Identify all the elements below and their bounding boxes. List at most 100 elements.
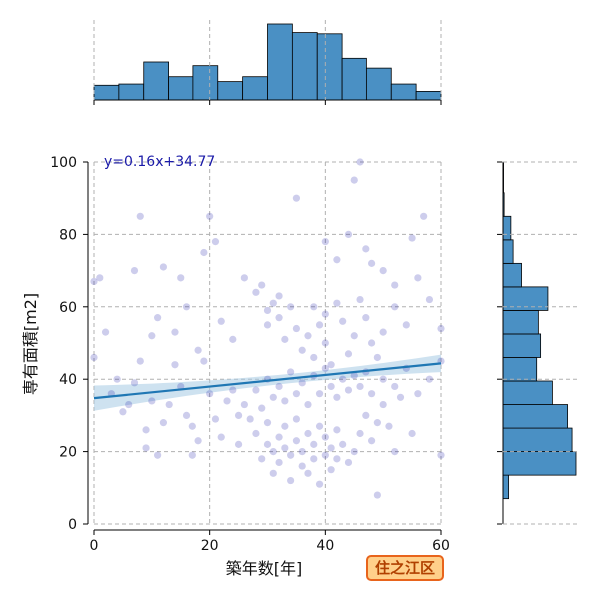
x-tick-label: 60 bbox=[432, 538, 450, 554]
data-point bbox=[298, 462, 306, 470]
data-point bbox=[327, 382, 335, 391]
data-point bbox=[130, 379, 139, 387]
data-point bbox=[437, 324, 445, 333]
data-point bbox=[344, 230, 353, 238]
data-point bbox=[368, 259, 376, 267]
data-point bbox=[333, 426, 341, 434]
y-hist-bar bbox=[502, 333, 542, 358]
data-point bbox=[275, 458, 283, 467]
data-point bbox=[142, 444, 150, 452]
data-point bbox=[217, 317, 225, 325]
data-point bbox=[396, 393, 405, 401]
data-point bbox=[327, 444, 335, 452]
data-point bbox=[356, 429, 364, 438]
data-point bbox=[287, 368, 295, 376]
scatter-grid bbox=[93, 20, 580, 525]
x-hist-bar bbox=[93, 84, 120, 101]
x-hist-bar bbox=[267, 23, 293, 101]
x-hist-bar bbox=[118, 83, 145, 101]
y-hist-bar bbox=[502, 380, 553, 405]
data-point bbox=[385, 422, 393, 430]
data-point bbox=[315, 422, 324, 430]
data-point bbox=[275, 292, 283, 300]
data-point bbox=[304, 469, 312, 477]
data-point bbox=[148, 397, 156, 405]
y-axis-label: 専有面積[m2] bbox=[21, 293, 40, 395]
data-point bbox=[101, 328, 110, 336]
data-point bbox=[252, 386, 260, 394]
data-point bbox=[356, 295, 364, 304]
data-point bbox=[171, 328, 179, 336]
data-point bbox=[263, 440, 272, 448]
data-point bbox=[333, 299, 341, 307]
data-point bbox=[315, 321, 324, 329]
y-hist-bar bbox=[502, 239, 514, 264]
regression-equation-label: y=0.16x+34.77 bbox=[104, 154, 215, 170]
data-point bbox=[321, 433, 329, 441]
data-point bbox=[194, 437, 202, 445]
x-hist-bar bbox=[242, 76, 268, 101]
data-point bbox=[379, 400, 387, 409]
data-point bbox=[252, 429, 260, 438]
data-point bbox=[321, 339, 329, 347]
data-point bbox=[344, 350, 353, 358]
data-point bbox=[188, 422, 196, 430]
data-point bbox=[310, 455, 318, 463]
x-hist-bar bbox=[341, 57, 367, 101]
data-point bbox=[362, 314, 370, 322]
data-point bbox=[362, 411, 370, 419]
y-tick-label: 40 bbox=[59, 372, 77, 388]
data-point bbox=[391, 382, 399, 391]
data-point bbox=[333, 256, 341, 264]
x-tick-label: 40 bbox=[316, 538, 334, 554]
data-point bbox=[240, 400, 248, 409]
data-point bbox=[350, 176, 358, 184]
data-point bbox=[391, 448, 399, 456]
data-point bbox=[373, 353, 381, 362]
data-point bbox=[154, 314, 162, 322]
x-hist-bar bbox=[316, 33, 343, 101]
data-point bbox=[298, 448, 306, 456]
data-point bbox=[350, 332, 358, 340]
data-point bbox=[136, 212, 144, 220]
data-point bbox=[414, 274, 422, 282]
data-point bbox=[281, 422, 289, 430]
data-point bbox=[333, 455, 341, 463]
data-point bbox=[368, 339, 376, 347]
data-point bbox=[310, 440, 318, 448]
x-hist-bar bbox=[143, 61, 170, 101]
data-point bbox=[310, 353, 318, 362]
data-point bbox=[182, 303, 191, 311]
data-point bbox=[344, 386, 353, 394]
data-point bbox=[159, 263, 167, 271]
data-point bbox=[287, 303, 295, 311]
y-hist-bar bbox=[502, 357, 538, 382]
confidence-band bbox=[94, 354, 441, 411]
y-hist-bar bbox=[502, 404, 568, 429]
data-point bbox=[96, 274, 104, 282]
data-point bbox=[368, 390, 376, 398]
data-point bbox=[391, 303, 399, 311]
y-hist-bar bbox=[502, 474, 510, 500]
data-point bbox=[275, 314, 283, 322]
data-point bbox=[142, 426, 150, 434]
data-point bbox=[275, 382, 283, 391]
data-point bbox=[217, 433, 225, 441]
y-hist-bar bbox=[502, 451, 577, 476]
data-point bbox=[240, 274, 248, 282]
data-point bbox=[211, 238, 220, 246]
data-point bbox=[327, 466, 335, 474]
data-point bbox=[327, 361, 335, 369]
data-point bbox=[425, 295, 434, 304]
data-point bbox=[362, 245, 370, 253]
data-point bbox=[234, 411, 243, 419]
data-point bbox=[379, 375, 387, 383]
data-point bbox=[206, 212, 214, 220]
data-point bbox=[350, 448, 358, 456]
data-point bbox=[154, 451, 162, 459]
data-point bbox=[246, 415, 254, 423]
data-point bbox=[437, 451, 445, 459]
data-point bbox=[321, 451, 329, 459]
data-point bbox=[292, 415, 301, 423]
